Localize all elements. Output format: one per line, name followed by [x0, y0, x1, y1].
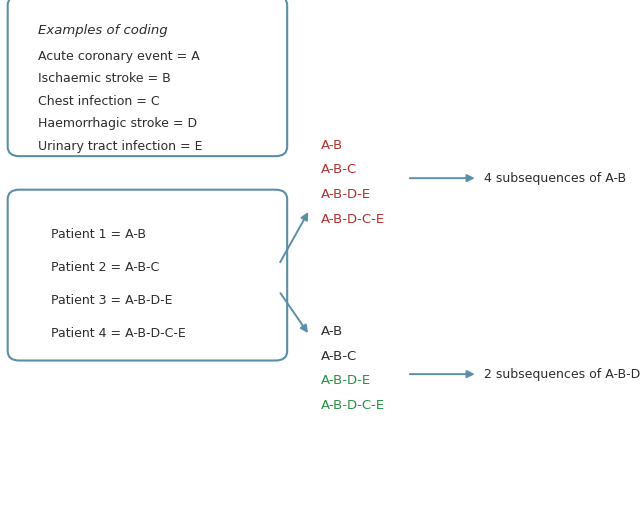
Text: A-B: A-B	[320, 139, 343, 152]
Text: A-B: A-B	[320, 325, 343, 338]
Text: A-B-D-E: A-B-D-E	[320, 188, 370, 201]
Text: A-B-C: A-B-C	[320, 163, 357, 177]
Text: Examples of coding: Examples of coding	[38, 24, 168, 37]
Text: A-B-D-C-E: A-B-D-C-E	[320, 213, 385, 226]
Text: A-B-C: A-B-C	[320, 350, 357, 363]
Text: A-B-D-C-E: A-B-D-C-E	[320, 399, 385, 412]
Text: Patient 2 = A-B-C: Patient 2 = A-B-C	[51, 261, 160, 274]
Text: Urinary tract infection = E: Urinary tract infection = E	[38, 140, 203, 153]
Text: Ischaemic stroke = B: Ischaemic stroke = B	[38, 72, 171, 85]
FancyBboxPatch shape	[8, 0, 287, 156]
Text: Patient 1 = A-B: Patient 1 = A-B	[51, 228, 146, 241]
FancyBboxPatch shape	[8, 190, 287, 361]
Text: A-B-D-E: A-B-D-E	[320, 374, 370, 387]
Text: Acute coronary event = A: Acute coronary event = A	[38, 50, 200, 63]
Text: Haemorrhagic stroke = D: Haemorrhagic stroke = D	[38, 117, 197, 130]
Text: 4 subsequences of A-B: 4 subsequences of A-B	[484, 172, 626, 184]
Text: Patient 3 = A-B-D-E: Patient 3 = A-B-D-E	[51, 294, 173, 307]
Text: Chest infection = C: Chest infection = C	[38, 95, 160, 108]
Text: 2 subsequences of A-B-D: 2 subsequences of A-B-D	[484, 368, 640, 380]
Text: Patient 4 = A-B-D-C-E: Patient 4 = A-B-D-C-E	[51, 327, 186, 340]
